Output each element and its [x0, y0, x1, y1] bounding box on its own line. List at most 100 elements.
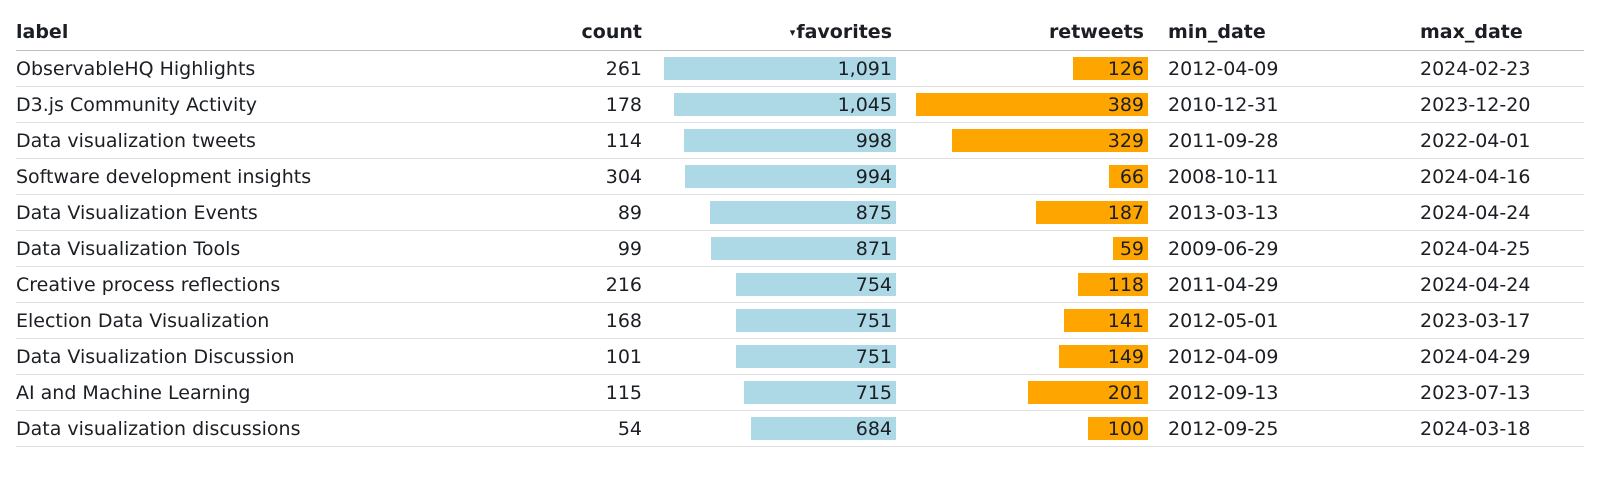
column-header-max-date-text: max_date [1420, 21, 1523, 43]
favorites-value: 751 [855, 309, 892, 332]
column-header-retweets-text: retweets [1048, 21, 1144, 43]
retweets-bar [916, 93, 1148, 116]
cell-max-date: 2023-07-13 [1400, 374, 1584, 411]
cell-max-date: 2024-04-16 [1400, 158, 1584, 195]
column-header-count[interactable]: count [536, 14, 646, 51]
retweets-bar [1028, 381, 1148, 404]
header-row: label count ▾favorites retweets min_date… [16, 14, 1584, 51]
table-row[interactable]: Data Visualization Events 89 875 187 2013-03… [16, 194, 1584, 231]
favorites-value: 1,091 [837, 57, 892, 80]
cell-min-date: 2012-04-09 [1148, 50, 1400, 87]
cell-max-date: 2024-04-29 [1400, 338, 1584, 375]
table-row[interactable]: ObservableHQ Highlights 261 1,091 126 2012-0… [16, 50, 1584, 87]
favorites-value: 1,045 [837, 93, 892, 116]
retweets-value: 187 [1107, 201, 1144, 224]
cell-favorites: 994 [646, 158, 896, 195]
cell-count: 99 [536, 230, 646, 267]
retweets-bar [1113, 237, 1148, 260]
cell-label: Data Visualization Discussion [16, 338, 536, 375]
favorites-bar [751, 417, 896, 440]
cell-retweets: 201 [896, 374, 1148, 411]
cell-label: Data visualization tweets [16, 122, 536, 159]
cell-label: AI and Machine Learning [16, 374, 536, 411]
table-row[interactable]: Election Data Visualization 168 751 141 2012… [16, 302, 1584, 339]
cell-count: 115 [536, 374, 646, 411]
column-header-max-date[interactable]: max_date [1400, 14, 1584, 51]
cell-count: 304 [536, 158, 646, 195]
retweets-value: 66 [1119, 165, 1144, 188]
column-header-favorites[interactable]: ▾favorites [646, 14, 896, 51]
retweets-value: 59 [1119, 237, 1144, 260]
cell-favorites: 998 [646, 122, 896, 159]
cell-label: D3.js Community Activity [16, 86, 536, 123]
column-header-label[interactable]: label [16, 14, 536, 51]
retweets-value: 118 [1107, 273, 1144, 296]
table-row[interactable]: Data Visualization Tools 99 871 59 2009-06-2… [16, 230, 1584, 267]
retweets-bar [952, 129, 1148, 152]
cell-min-date: 2012-04-09 [1148, 338, 1400, 375]
cell-favorites: 1,045 [646, 86, 896, 123]
retweets-value: 126 [1107, 57, 1144, 80]
cell-label: Data Visualization Tools [16, 230, 536, 267]
cell-max-date: 2024-04-24 [1400, 194, 1584, 231]
cell-retweets: 59 [896, 230, 1148, 267]
table-row[interactable]: AI and Machine Learning 115 715 201 2012-09-… [16, 374, 1584, 411]
cell-max-date: 2024-02-23 [1400, 50, 1584, 87]
favorites-bar [685, 165, 896, 188]
cell-retweets: 329 [896, 122, 1148, 159]
retweets-bar [1064, 309, 1148, 332]
table-row[interactable]: Software development insights 304 994 66 200… [16, 158, 1584, 195]
cell-min-date: 2011-09-28 [1148, 122, 1400, 159]
cell-max-date: 2022-04-01 [1400, 122, 1584, 159]
cell-retweets: 141 [896, 302, 1148, 339]
retweets-value: 389 [1107, 93, 1144, 116]
cell-label: Data visualization discussions [16, 410, 536, 447]
favorites-value: 875 [855, 201, 892, 224]
retweets-value: 100 [1107, 417, 1144, 440]
cell-retweets: 66 [896, 158, 1148, 195]
cell-favorites: 875 [646, 194, 896, 231]
favorites-value: 998 [855, 129, 892, 152]
cell-count: 54 [536, 410, 646, 447]
table-row[interactable]: D3.js Community Activity 178 1,045 389 2010-… [16, 86, 1584, 123]
cell-retweets: 118 [896, 266, 1148, 303]
cell-label: ObservableHQ Highlights [16, 50, 536, 87]
table-row[interactable]: Data Visualization Discussion 101 751 149 20… [16, 338, 1584, 375]
sort-descending-icon: ▾ [789, 26, 796, 39]
cell-favorites: 715 [646, 374, 896, 411]
favorites-bar [710, 201, 896, 224]
favorites-bar [674, 93, 896, 116]
retweets-value: 149 [1107, 345, 1144, 368]
favorites-value: 684 [855, 417, 892, 440]
table-row[interactable]: Data visualization discussions 54 684 100 20… [16, 410, 1584, 447]
column-header-count-text: count [581, 21, 642, 43]
column-header-label-text: label [16, 21, 69, 43]
cell-min-date: 2012-09-25 [1148, 410, 1400, 447]
table-row[interactable]: Data visualization tweets 114 998 329 2011-0… [16, 122, 1584, 159]
cell-max-date: 2024-04-25 [1400, 230, 1584, 267]
column-header-min-date[interactable]: min_date [1148, 14, 1400, 51]
cell-retweets: 187 [896, 194, 1148, 231]
column-header-retweets[interactable]: retweets [896, 14, 1148, 51]
cell-count: 101 [536, 338, 646, 375]
cell-min-date: 2013-03-13 [1148, 194, 1400, 231]
cell-max-date: 2024-03-18 [1400, 410, 1584, 447]
favorites-value: 715 [855, 381, 892, 404]
cell-favorites: 754 [646, 266, 896, 303]
cell-retweets: 100 [896, 410, 1148, 447]
retweets-value: 201 [1107, 381, 1144, 404]
favorites-value: 994 [855, 165, 892, 188]
cell-max-date: 2024-04-24 [1400, 266, 1584, 303]
cell-count: 178 [536, 86, 646, 123]
cell-min-date: 2012-05-01 [1148, 302, 1400, 339]
retweets-bar [1036, 201, 1148, 224]
cell-favorites: 1,091 [646, 50, 896, 87]
column-header-favorites-text: favorites [796, 21, 892, 43]
table-header: label count ▾favorites retweets min_date… [16, 14, 1584, 51]
retweets-bar [1059, 345, 1148, 368]
favorites-value: 754 [855, 273, 892, 296]
cell-min-date: 2008-10-11 [1148, 158, 1400, 195]
table-row[interactable]: Creative process reflections 216 754 118 201… [16, 266, 1584, 303]
cell-min-date: 2011-04-29 [1148, 266, 1400, 303]
favorites-bar [736, 273, 896, 296]
